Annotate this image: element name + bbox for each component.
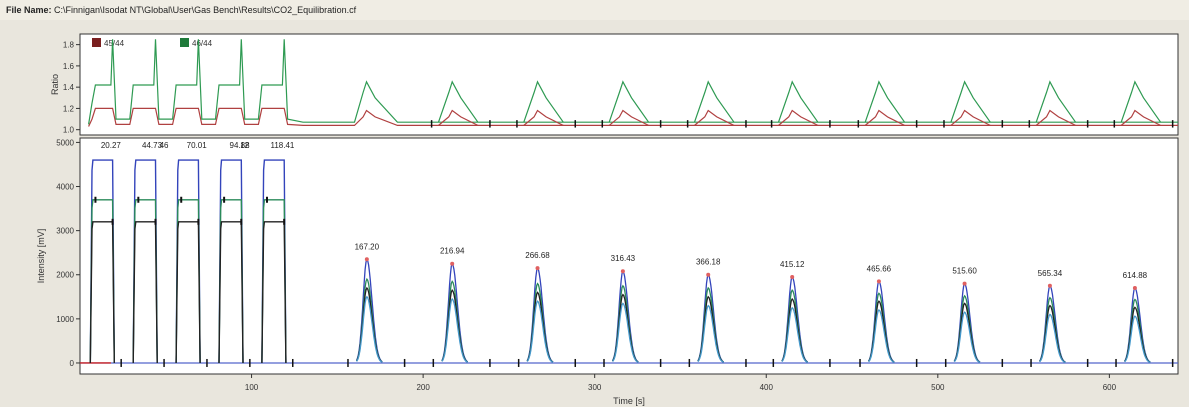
ratio-plot-area (80, 34, 1178, 135)
isotope-ratio-chart: 1.0 1.2 1.4 1.6 1.8 0 1000 2000 3000 4000 5000 100 2… (0, 20, 1189, 407)
intensity-y-tick-label: 5000 (56, 138, 74, 147)
reference-peak-label: 70.01 (187, 141, 208, 150)
legend-label: 46/44 (192, 39, 213, 48)
sample-peak-label: 465.66 (867, 264, 892, 273)
sample-peak-apex (365, 257, 369, 261)
ratio-y-tick-label: 1.6 (63, 62, 75, 71)
sample-peak-label: 266.68 (525, 251, 550, 260)
sample-peak-apex (706, 273, 710, 277)
intensity-y-tick-label: 1000 (56, 315, 74, 324)
intensity-y-tick-label: 4000 (56, 183, 74, 192)
x-tick-label: 100 (245, 383, 259, 392)
sample-peak-apex (790, 275, 794, 279)
ratio-y-tick-label: 1.4 (63, 83, 75, 92)
reference-peak-label: 46 (160, 141, 169, 150)
reference-peak-label: 118.41 (271, 141, 295, 150)
sample-peak-label: 415.12 (780, 260, 805, 269)
sample-peak-label: 614.88 (1123, 271, 1148, 280)
file-name-label: File Name: (6, 5, 52, 15)
sample-peak-apex (877, 279, 881, 283)
x-tick-label: 200 (416, 383, 430, 392)
legend-label: 45/44 (104, 39, 125, 48)
sample-peak-apex (963, 282, 967, 286)
reference-peak-label: 12 (240, 141, 249, 150)
x-tick-label: 300 (588, 383, 602, 392)
legend-swatch (92, 38, 101, 47)
sample-peak-label: 167.20 (355, 242, 380, 251)
sample-peak-apex (450, 262, 454, 266)
file-path: C:\Finnigan\Isodat NT\Global\User\Gas Be… (54, 5, 356, 15)
ratio-y-tick-label: 1.8 (63, 41, 75, 50)
sample-peak-label: 565.34 (1038, 269, 1063, 278)
ratio-y-tick-label: 1.2 (63, 104, 75, 113)
x-axis-label: Time [s] (613, 396, 645, 406)
ratio-axis-label: Ratio (50, 74, 60, 95)
x-tick-label: 600 (1103, 383, 1117, 392)
legend-swatch (180, 38, 189, 47)
reference-peak-label: 20.27 (101, 141, 122, 150)
intensity-y-tick-label: 3000 (56, 227, 74, 236)
file-name-bar: File Name: C:\Finnigan\Isodat NT\Global\… (0, 0, 1189, 20)
intensity-axis-label: Intensity [mV] (36, 229, 46, 284)
sample-peak-label: 216.94 (440, 247, 465, 256)
intensity-y-tick-label: 2000 (56, 271, 74, 280)
x-tick-label: 500 (931, 383, 945, 392)
sample-peak-apex (1133, 286, 1137, 290)
sample-peak-label: 515.60 (952, 267, 977, 276)
sample-peak-apex (1048, 284, 1052, 288)
sample-peak-apex (536, 266, 540, 270)
ratio-y-tick-label: 1.0 (63, 126, 75, 135)
sample-peak-label: 316.43 (611, 254, 636, 263)
intensity-y-tick-label: 0 (70, 359, 75, 368)
sample-peak-label: 366.18 (696, 258, 721, 267)
x-tick-label: 400 (760, 383, 774, 392)
sample-peak-apex (621, 269, 625, 273)
